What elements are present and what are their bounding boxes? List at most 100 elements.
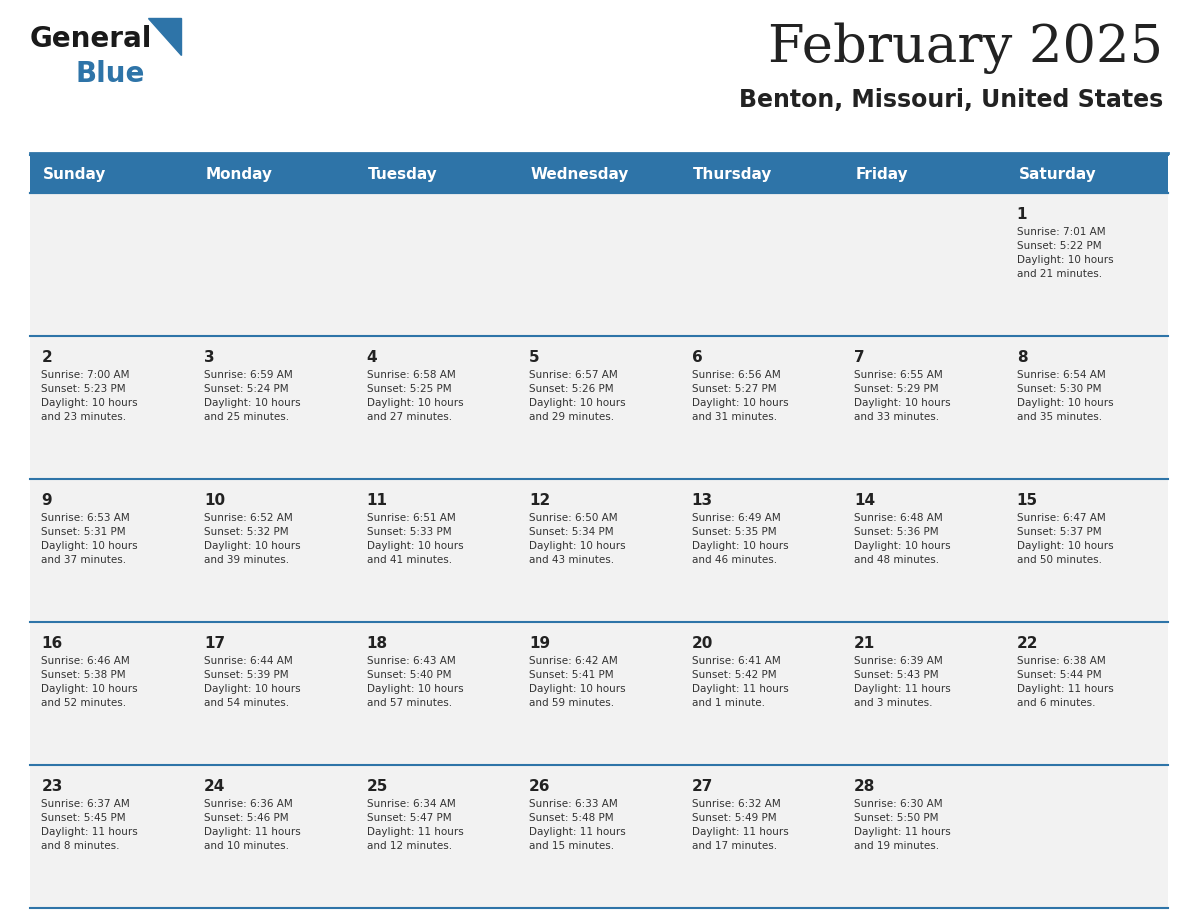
Text: Sunrise: 6:51 AM
Sunset: 5:33 PM
Daylight: 10 hours
and 41 minutes.: Sunrise: 6:51 AM Sunset: 5:33 PM Dayligh… bbox=[367, 513, 463, 565]
Text: Sunrise: 6:49 AM
Sunset: 5:35 PM
Daylight: 10 hours
and 46 minutes.: Sunrise: 6:49 AM Sunset: 5:35 PM Dayligh… bbox=[691, 513, 789, 565]
Bar bbox=[355, 479, 518, 622]
Bar bbox=[355, 622, 518, 765]
Text: Sunrise: 6:37 AM
Sunset: 5:45 PM
Daylight: 11 hours
and 8 minutes.: Sunrise: 6:37 AM Sunset: 5:45 PM Dayligh… bbox=[42, 800, 138, 851]
Text: Benton, Missouri, United States: Benton, Missouri, United States bbox=[739, 88, 1163, 112]
Text: Sunrise: 6:59 AM
Sunset: 5:24 PM
Daylight: 10 hours
and 25 minutes.: Sunrise: 6:59 AM Sunset: 5:24 PM Dayligh… bbox=[204, 370, 301, 422]
Text: 5: 5 bbox=[529, 351, 539, 365]
Text: 23: 23 bbox=[42, 779, 63, 794]
Bar bbox=[355, 765, 518, 908]
Text: 1: 1 bbox=[1017, 207, 1028, 222]
Text: Blue: Blue bbox=[75, 60, 145, 88]
Bar bbox=[681, 479, 842, 622]
Text: Sunrise: 6:46 AM
Sunset: 5:38 PM
Daylight: 10 hours
and 52 minutes.: Sunrise: 6:46 AM Sunset: 5:38 PM Dayligh… bbox=[42, 656, 138, 709]
Bar bbox=[1005, 479, 1168, 622]
Bar bbox=[518, 622, 681, 765]
Text: Sunrise: 6:53 AM
Sunset: 5:31 PM
Daylight: 10 hours
and 37 minutes.: Sunrise: 6:53 AM Sunset: 5:31 PM Dayligh… bbox=[42, 513, 138, 565]
Text: 11: 11 bbox=[367, 493, 387, 509]
Bar bbox=[192, 336, 355, 479]
Text: General: General bbox=[30, 25, 152, 53]
Bar bbox=[30, 765, 192, 908]
Bar bbox=[30, 479, 192, 622]
Text: Sunrise: 7:00 AM
Sunset: 5:23 PM
Daylight: 10 hours
and 23 minutes.: Sunrise: 7:00 AM Sunset: 5:23 PM Dayligh… bbox=[42, 370, 138, 422]
Bar bbox=[192, 479, 355, 622]
Text: 14: 14 bbox=[854, 493, 876, 509]
Bar bbox=[355, 336, 518, 479]
Text: 26: 26 bbox=[529, 779, 550, 794]
Bar bbox=[681, 765, 842, 908]
Bar bbox=[192, 193, 355, 336]
Text: 7: 7 bbox=[854, 351, 865, 365]
Bar bbox=[192, 622, 355, 765]
Text: Sunrise: 6:36 AM
Sunset: 5:46 PM
Daylight: 11 hours
and 10 minutes.: Sunrise: 6:36 AM Sunset: 5:46 PM Dayligh… bbox=[204, 800, 301, 851]
Text: 16: 16 bbox=[42, 636, 63, 651]
Text: Sunrise: 6:50 AM
Sunset: 5:34 PM
Daylight: 10 hours
and 43 minutes.: Sunrise: 6:50 AM Sunset: 5:34 PM Dayligh… bbox=[529, 513, 626, 565]
Text: Sunrise: 6:48 AM
Sunset: 5:36 PM
Daylight: 10 hours
and 48 minutes.: Sunrise: 6:48 AM Sunset: 5:36 PM Dayligh… bbox=[854, 513, 950, 565]
Text: 19: 19 bbox=[529, 636, 550, 651]
Bar bbox=[192, 155, 355, 193]
Text: Sunrise: 6:33 AM
Sunset: 5:48 PM
Daylight: 11 hours
and 15 minutes.: Sunrise: 6:33 AM Sunset: 5:48 PM Dayligh… bbox=[529, 800, 626, 851]
Text: 4: 4 bbox=[367, 351, 377, 365]
Text: Sunrise: 6:44 AM
Sunset: 5:39 PM
Daylight: 10 hours
and 54 minutes.: Sunrise: 6:44 AM Sunset: 5:39 PM Dayligh… bbox=[204, 656, 301, 709]
Text: February 2025: February 2025 bbox=[767, 22, 1163, 73]
Text: 12: 12 bbox=[529, 493, 550, 509]
Bar bbox=[1005, 336, 1168, 479]
Bar bbox=[1005, 765, 1168, 908]
Text: 28: 28 bbox=[854, 779, 876, 794]
Text: Sunrise: 6:54 AM
Sunset: 5:30 PM
Daylight: 10 hours
and 35 minutes.: Sunrise: 6:54 AM Sunset: 5:30 PM Dayligh… bbox=[1017, 370, 1113, 422]
Text: 27: 27 bbox=[691, 779, 713, 794]
Text: Sunrise: 6:52 AM
Sunset: 5:32 PM
Daylight: 10 hours
and 39 minutes.: Sunrise: 6:52 AM Sunset: 5:32 PM Dayligh… bbox=[204, 513, 301, 565]
Text: Sunrise: 6:47 AM
Sunset: 5:37 PM
Daylight: 10 hours
and 50 minutes.: Sunrise: 6:47 AM Sunset: 5:37 PM Dayligh… bbox=[1017, 513, 1113, 565]
Text: Saturday: Saturday bbox=[1018, 166, 1097, 182]
Text: 15: 15 bbox=[1017, 493, 1038, 509]
Text: Friday: Friday bbox=[855, 166, 909, 182]
Bar bbox=[518, 155, 681, 193]
Text: Sunday: Sunday bbox=[43, 166, 107, 182]
Bar bbox=[192, 765, 355, 908]
Bar bbox=[30, 155, 192, 193]
Text: 10: 10 bbox=[204, 493, 225, 509]
Bar bbox=[681, 193, 842, 336]
Bar bbox=[842, 479, 1005, 622]
Bar bbox=[842, 193, 1005, 336]
Text: Monday: Monday bbox=[206, 166, 272, 182]
Text: Wednesday: Wednesday bbox=[531, 166, 630, 182]
Text: Sunrise: 6:34 AM
Sunset: 5:47 PM
Daylight: 11 hours
and 12 minutes.: Sunrise: 6:34 AM Sunset: 5:47 PM Dayligh… bbox=[367, 800, 463, 851]
Text: 20: 20 bbox=[691, 636, 713, 651]
Text: 22: 22 bbox=[1017, 636, 1038, 651]
Text: Sunrise: 7:01 AM
Sunset: 5:22 PM
Daylight: 10 hours
and 21 minutes.: Sunrise: 7:01 AM Sunset: 5:22 PM Dayligh… bbox=[1017, 228, 1113, 279]
Text: Sunrise: 6:55 AM
Sunset: 5:29 PM
Daylight: 10 hours
and 33 minutes.: Sunrise: 6:55 AM Sunset: 5:29 PM Dayligh… bbox=[854, 370, 950, 422]
Bar bbox=[518, 479, 681, 622]
Bar bbox=[1005, 193, 1168, 336]
Text: Sunrise: 6:43 AM
Sunset: 5:40 PM
Daylight: 10 hours
and 57 minutes.: Sunrise: 6:43 AM Sunset: 5:40 PM Dayligh… bbox=[367, 656, 463, 709]
Text: Sunrise: 6:30 AM
Sunset: 5:50 PM
Daylight: 11 hours
and 19 minutes.: Sunrise: 6:30 AM Sunset: 5:50 PM Dayligh… bbox=[854, 800, 950, 851]
Text: 24: 24 bbox=[204, 779, 226, 794]
Bar bbox=[518, 765, 681, 908]
Text: 2: 2 bbox=[42, 351, 52, 365]
Text: 17: 17 bbox=[204, 636, 225, 651]
Bar bbox=[1005, 622, 1168, 765]
Bar bbox=[842, 765, 1005, 908]
Text: Sunrise: 6:38 AM
Sunset: 5:44 PM
Daylight: 11 hours
and 6 minutes.: Sunrise: 6:38 AM Sunset: 5:44 PM Dayligh… bbox=[1017, 656, 1113, 709]
Text: Sunrise: 6:57 AM
Sunset: 5:26 PM
Daylight: 10 hours
and 29 minutes.: Sunrise: 6:57 AM Sunset: 5:26 PM Dayligh… bbox=[529, 370, 626, 422]
Text: Sunrise: 6:32 AM
Sunset: 5:49 PM
Daylight: 11 hours
and 17 minutes.: Sunrise: 6:32 AM Sunset: 5:49 PM Dayligh… bbox=[691, 800, 789, 851]
Bar bbox=[1005, 155, 1168, 193]
Bar bbox=[30, 622, 192, 765]
Bar bbox=[518, 336, 681, 479]
Text: 6: 6 bbox=[691, 351, 702, 365]
Text: 25: 25 bbox=[367, 779, 388, 794]
Bar bbox=[681, 336, 842, 479]
Text: Sunrise: 6:41 AM
Sunset: 5:42 PM
Daylight: 11 hours
and 1 minute.: Sunrise: 6:41 AM Sunset: 5:42 PM Dayligh… bbox=[691, 656, 789, 709]
Text: Sunrise: 6:56 AM
Sunset: 5:27 PM
Daylight: 10 hours
and 31 minutes.: Sunrise: 6:56 AM Sunset: 5:27 PM Dayligh… bbox=[691, 370, 789, 422]
Bar bbox=[355, 155, 518, 193]
Bar bbox=[842, 622, 1005, 765]
Text: Thursday: Thursday bbox=[694, 166, 772, 182]
Text: 21: 21 bbox=[854, 636, 876, 651]
Bar bbox=[518, 193, 681, 336]
Text: 9: 9 bbox=[42, 493, 52, 509]
Text: 18: 18 bbox=[367, 636, 387, 651]
Text: Sunrise: 6:42 AM
Sunset: 5:41 PM
Daylight: 10 hours
and 59 minutes.: Sunrise: 6:42 AM Sunset: 5:41 PM Dayligh… bbox=[529, 656, 626, 709]
Bar bbox=[681, 155, 842, 193]
Text: Sunrise: 6:58 AM
Sunset: 5:25 PM
Daylight: 10 hours
and 27 minutes.: Sunrise: 6:58 AM Sunset: 5:25 PM Dayligh… bbox=[367, 370, 463, 422]
Text: Sunrise: 6:39 AM
Sunset: 5:43 PM
Daylight: 11 hours
and 3 minutes.: Sunrise: 6:39 AM Sunset: 5:43 PM Dayligh… bbox=[854, 656, 950, 709]
Bar bbox=[842, 336, 1005, 479]
